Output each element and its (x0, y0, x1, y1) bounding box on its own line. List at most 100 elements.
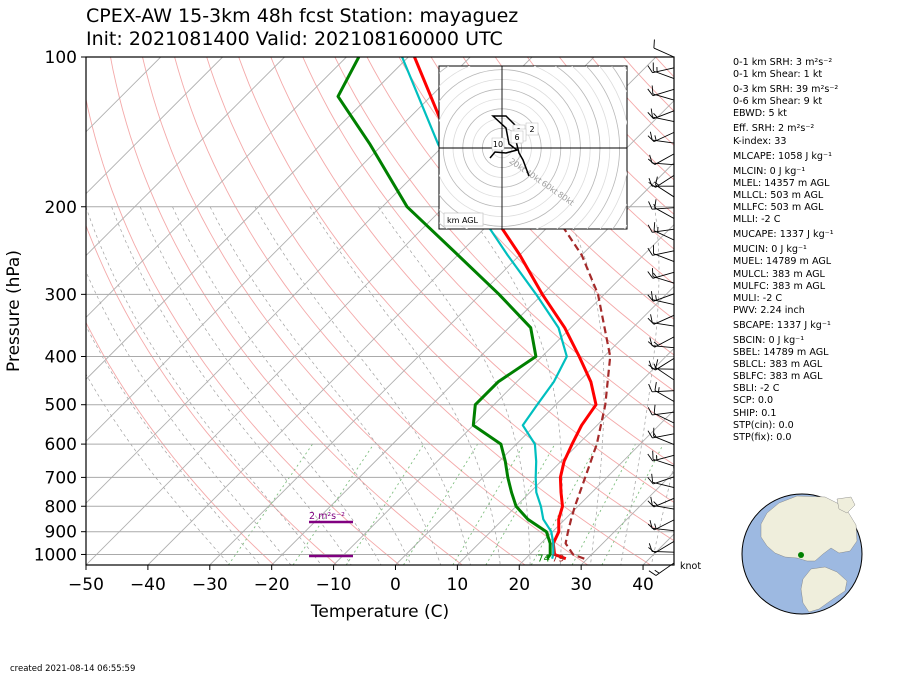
x-tick-label: −10 (316, 575, 352, 595)
moist-adiabat-line (86, 270, 292, 565)
x-tick-label: 10 (447, 575, 469, 595)
isotherm-line (209, 100, 674, 565)
mixing-ratio-line (345, 443, 425, 565)
wind-barb (647, 314, 675, 325)
isotherm-line (395, 285, 674, 565)
x-tick-label: −20 (254, 575, 290, 595)
isotherm-line (580, 471, 674, 565)
wind-barb (647, 110, 675, 120)
wind-barb (647, 88, 675, 97)
isotherm-line (518, 409, 674, 565)
hodograph-height-box (510, 130, 524, 144)
moist-adiabat-line (86, 373, 230, 565)
parameter-line: MLLFC: 503 m AGL (733, 202, 824, 214)
parameter-line: MLLCL: 503 m AGL (733, 189, 824, 201)
mixing-ratio-line (452, 443, 525, 565)
hodograph-corner-label: km AGL (447, 216, 479, 225)
wind-unit-label: knot (680, 561, 701, 572)
wind-barb (647, 497, 675, 508)
wind-barb (653, 404, 675, 424)
isotherm-line (457, 347, 674, 565)
station-marker (798, 552, 804, 558)
parameter-list: 0-1 km SRH: 3 m²s⁻² 0-1 km Shear: 1 kt 0-3… (733, 57, 903, 444)
moist-adiabat-line (111, 206, 352, 565)
parameter-line: 0-1 km SRH: 3 m²s⁻² (733, 57, 833, 68)
parameter-line: 0-3 km SRH: 39 m²s⁻² (733, 84, 839, 96)
isotherm-line (86, 57, 162, 133)
wind-barbs (647, 39, 675, 576)
dry-adiabat-line (142, 57, 526, 565)
chart-title-line1: CPEX-AW 15-3km 48h fcst Station: mayague… (86, 5, 519, 27)
parameter-line: K-index: 33 (733, 135, 787, 147)
hodograph-height-label: 6 (514, 133, 519, 142)
dry-adiabat-line (334, 57, 674, 429)
moist-adiabat-line (139, 206, 382, 565)
wind-barb (647, 336, 675, 348)
x-tick-label: 0 (390, 575, 401, 595)
parameter-line: SBEL: 14789 m AGL (733, 347, 829, 359)
hodograph-corner-box (443, 212, 484, 227)
parameter-line: MLEL: 14357 m AGL (733, 177, 830, 189)
wind-barb (647, 407, 675, 416)
mixing-ratio-line (601, 443, 664, 565)
wind-barb (647, 131, 675, 143)
mixing-ratio-line (227, 443, 313, 565)
wind-barb (653, 427, 675, 445)
x-tick-label: 20 (508, 575, 530, 595)
x-tick-label: −50 (68, 575, 104, 595)
moist-adiabat-line (209, 206, 442, 565)
x-tick-label: 30 (570, 575, 592, 595)
parameter-line: Eff. SRH: 2 m²s⁻² (733, 123, 815, 135)
wind-barb (647, 430, 675, 439)
wind-barb (647, 247, 675, 256)
parameter-line: SBCIN: 0 J kg⁻¹ (733, 334, 805, 346)
hodograph-height-label: 2 (529, 125, 534, 134)
moist-adiabat-line (463, 206, 563, 565)
wind-barb (647, 271, 675, 279)
hodograph-trace (489, 115, 530, 177)
parameter-line: PWV: 2.24 inch (733, 304, 805, 316)
dry-adiabat-line (86, 321, 275, 565)
wind-barb (655, 359, 675, 381)
mixing-ratio-line (485, 443, 556, 565)
wind-barb (648, 383, 675, 393)
moist-adiabat-line (650, 463, 674, 565)
hodograph-height-box (491, 137, 505, 151)
dry-adiabat-line (206, 57, 651, 565)
mixing-ratio-line (403, 443, 479, 565)
mixing-ratio-line (292, 443, 375, 565)
parameter-line: MUEL: 14789 m AGL (733, 256, 832, 268)
parameter-line: STP(cin): 0.0 (733, 419, 794, 431)
dry-adiabat-line (366, 57, 674, 392)
hodograph-inset: 20kt40kt60kt80kt123610km AGL (438, 65, 628, 230)
wind-barb (647, 293, 675, 302)
parameter-line: SBLCL: 383 m AGL (733, 359, 823, 371)
moist-adiabat-line (309, 206, 501, 565)
plot-frame (85, 56, 675, 566)
wind-barb (653, 39, 675, 58)
parameter-line: MUCIN: 0 J kg⁻¹ (733, 244, 807, 256)
moist-adiabat-line (172, 206, 412, 565)
y-axis-label: Pressure (hPa) (4, 250, 24, 372)
parameter-line: MLCIN: 0 J kg⁻¹ (733, 165, 806, 177)
wind-barb (648, 175, 675, 188)
isotherm-line (86, 57, 409, 380)
wind-barb (647, 153, 675, 165)
parameter-line: SBLFC: 383 m AGL (733, 371, 823, 383)
y-tick-label: 1000 (34, 545, 77, 565)
parameter-line: SHIP: 0.1 (733, 407, 777, 419)
dry-adiabat-line (174, 57, 588, 565)
srh-label: 2 m²s⁻² (309, 511, 345, 522)
wind-barb (647, 453, 675, 462)
isotherm-line (86, 57, 223, 195)
parameter-line: SCP: 0.0 (733, 395, 774, 407)
y-tick-label: 800 (45, 497, 77, 517)
y-tick-label: 500 (45, 396, 77, 416)
wind-barb (648, 358, 675, 371)
wind-barb (648, 201, 675, 210)
parameter-line: 0-6 km Shear: 9 kt (733, 96, 823, 108)
y-tick-label: 400 (45, 348, 77, 368)
isotherm-line (271, 162, 674, 565)
hodograph-height-label: 10 (493, 140, 503, 149)
